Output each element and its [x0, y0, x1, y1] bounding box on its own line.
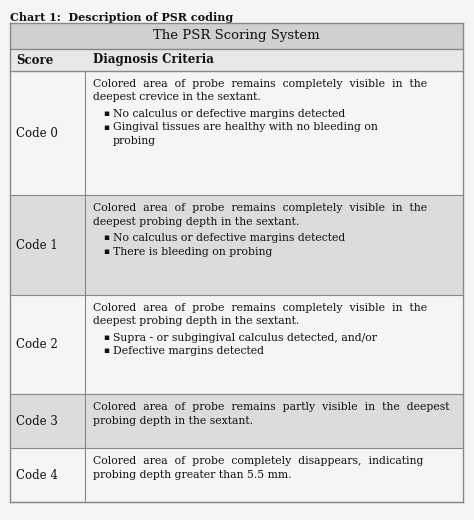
Text: ▪: ▪: [103, 233, 109, 242]
Text: probing depth in the sextant.: probing depth in the sextant.: [93, 416, 253, 426]
Text: No calculus or defective margins detected: No calculus or defective margins detecte…: [113, 109, 345, 119]
Text: Diagnosis Criteria: Diagnosis Criteria: [93, 54, 214, 67]
Text: deepest crevice in the sextant.: deepest crevice in the sextant.: [93, 93, 261, 102]
Bar: [10, 196, 463, 295]
Text: deepest probing depth in the sextant.: deepest probing depth in the sextant.: [93, 217, 299, 227]
Text: probing depth greater than 5.5 mm.: probing depth greater than 5.5 mm.: [93, 470, 292, 479]
Bar: [10, 49, 463, 71]
Text: Code 1: Code 1: [16, 239, 58, 252]
Text: probing: probing: [113, 136, 156, 146]
Bar: [10, 295, 463, 394]
Text: Colored  area  of  probe  remains  completely  visible  in  the: Colored area of probe remains completely…: [93, 303, 427, 313]
Text: Defective margins detected: Defective margins detected: [113, 346, 264, 356]
Text: Colored  area  of  probe  remains  completely  visible  in  the: Colored area of probe remains completely…: [93, 203, 427, 213]
Text: Code 3: Code 3: [16, 414, 58, 427]
Text: Code 2: Code 2: [16, 338, 58, 351]
Text: Score: Score: [16, 54, 54, 67]
Text: Gingival tissues are healthy with no bleeding on: Gingival tissues are healthy with no ble…: [113, 123, 378, 133]
Text: Colored  area  of  probe  remains  completely  visible  in  the: Colored area of probe remains completely…: [93, 79, 427, 89]
Bar: [10, 71, 463, 196]
Text: Code 4: Code 4: [16, 469, 58, 482]
Text: ▪: ▪: [103, 123, 109, 132]
Text: Colored  area  of  probe  remains  partly  visible  in  the  deepest: Colored area of probe remains partly vis…: [93, 402, 449, 412]
Text: ▪: ▪: [103, 109, 109, 118]
Text: Chart 1:  Description of PSR coding: Chart 1: Description of PSR coding: [10, 12, 233, 23]
Bar: [10, 448, 463, 502]
Text: deepest probing depth in the sextant.: deepest probing depth in the sextant.: [93, 316, 299, 326]
Text: Colored  area  of  probe  completely  disappears,  indicating: Colored area of probe completely disappe…: [93, 456, 423, 466]
Text: ▪: ▪: [103, 346, 109, 355]
Text: ▪: ▪: [103, 333, 109, 342]
Text: Code 0: Code 0: [16, 127, 58, 140]
Text: Supra - or subgingival calculus detected, and/or: Supra - or subgingival calculus detected…: [113, 333, 377, 343]
Text: There is bleeding on probing: There is bleeding on probing: [113, 247, 273, 257]
Bar: [10, 23, 463, 49]
Bar: [10, 394, 463, 448]
Text: The PSR Scoring System: The PSR Scoring System: [153, 30, 320, 43]
Text: No calculus or defective margins detected: No calculus or defective margins detecte…: [113, 233, 345, 243]
Text: ▪: ▪: [103, 247, 109, 256]
